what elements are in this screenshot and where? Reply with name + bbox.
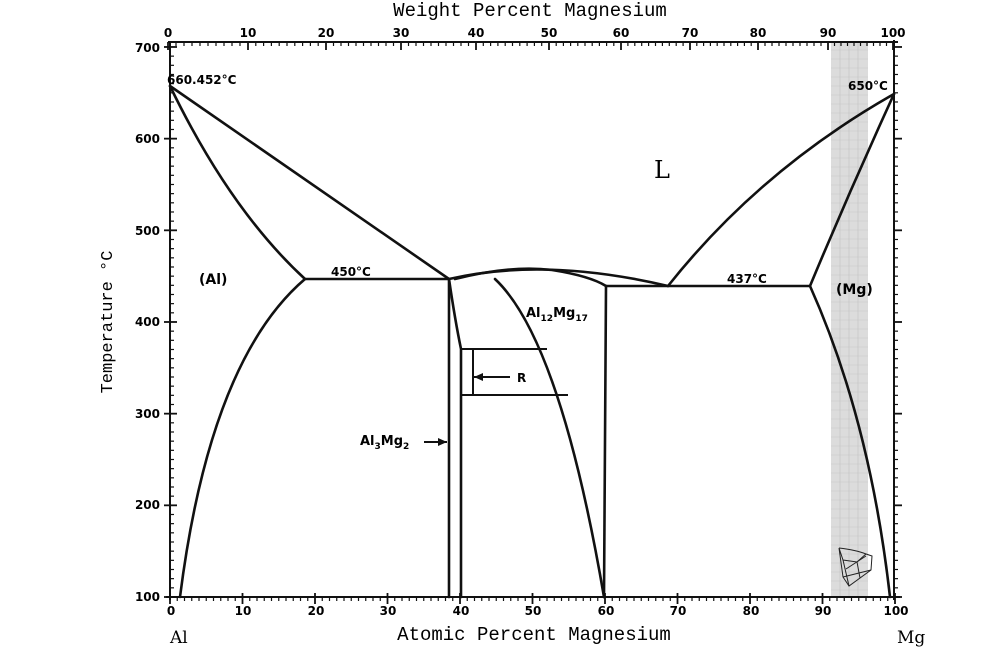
liquid-phase-label: L <box>654 156 670 184</box>
mg-element-label: Mg <box>897 628 925 648</box>
mg-liquidus-line <box>666 92 896 288</box>
svg-text:20: 20 <box>308 604 325 618</box>
axis-ticks <box>164 42 902 604</box>
svg-text:40: 40 <box>453 604 470 618</box>
svg-text:400: 400 <box>135 315 160 329</box>
svg-text:40: 40 <box>468 26 485 40</box>
svg-text:50: 50 <box>525 604 542 618</box>
r-phase-arrow <box>474 373 510 381</box>
mg-solidus-line <box>808 92 896 288</box>
highlight-band <box>831 42 868 597</box>
svg-text:60: 60 <box>598 604 615 618</box>
mg-solvus-line <box>808 284 892 599</box>
svg-text:0: 0 <box>164 26 172 40</box>
al3mg2-arrow <box>424 438 447 446</box>
al12mg17-upper-line <box>453 267 608 288</box>
top-axis-title: Weight Percent Magnesium <box>393 0 667 22</box>
al-element-label: Al <box>169 628 188 648</box>
svg-text:50: 50 <box>541 26 558 40</box>
al-solvus-line <box>178 277 307 599</box>
bottom-axis-title: Atomic Percent Magnesium <box>397 624 671 646</box>
al3mg2-label: Al3Mg2 <box>360 434 409 452</box>
eutectic-450-label: 450°C <box>331 265 371 279</box>
bottom-tick-labels: 0 10 20 30 40 50 60 70 80 90 100 <box>167 604 909 618</box>
svg-text:60: 60 <box>613 26 630 40</box>
svg-text:600: 600 <box>135 132 160 146</box>
svg-text:10: 10 <box>235 604 252 618</box>
y-tick-labels: 100 200 300 400 500 600 700 <box>135 41 160 604</box>
svg-text:100: 100 <box>883 604 908 618</box>
svg-text:80: 80 <box>750 26 767 40</box>
eutectic-437-label: 437°C <box>727 272 767 286</box>
svg-text:100: 100 <box>135 590 160 604</box>
al12mg17-right-line <box>602 284 608 599</box>
svg-text:70: 70 <box>682 26 699 40</box>
phase-boundaries <box>168 84 896 599</box>
svg-text:30: 30 <box>393 26 410 40</box>
al-phase-label: (Al) <box>199 272 227 288</box>
mg-phase-label: (Mg) <box>836 282 873 298</box>
al-liquidus-line <box>168 84 451 281</box>
svg-text:100: 100 <box>880 26 905 40</box>
al12mg17-label: Al12Mg17 <box>526 306 588 324</box>
svg-text:90: 90 <box>820 26 837 40</box>
al12mg17-left-line <box>493 277 606 599</box>
al-melting-label: 660.452°C <box>167 73 237 87</box>
svg-text:80: 80 <box>743 604 760 618</box>
svg-text:20: 20 <box>318 26 335 40</box>
svg-text:500: 500 <box>135 224 160 238</box>
svg-text:0: 0 <box>167 604 175 618</box>
svg-text:90: 90 <box>815 604 832 618</box>
al3mg2-right-line <box>447 277 463 599</box>
svg-text:70: 70 <box>670 604 687 618</box>
al-solidus-line <box>168 84 307 281</box>
y-axis-title: Temperature °C <box>99 251 118 394</box>
r-phase-label: R <box>517 371 526 385</box>
svg-text:30: 30 <box>380 604 397 618</box>
svg-text:10: 10 <box>240 26 257 40</box>
svg-text:300: 300 <box>135 407 160 421</box>
svg-text:700: 700 <box>135 41 160 55</box>
svg-text:200: 200 <box>135 498 160 512</box>
mg-melting-label: 650°C <box>848 79 888 93</box>
crystal-structure-icon <box>838 547 873 587</box>
top-tick-labels: 0 10 20 30 40 50 60 70 80 90 100 <box>164 26 906 40</box>
